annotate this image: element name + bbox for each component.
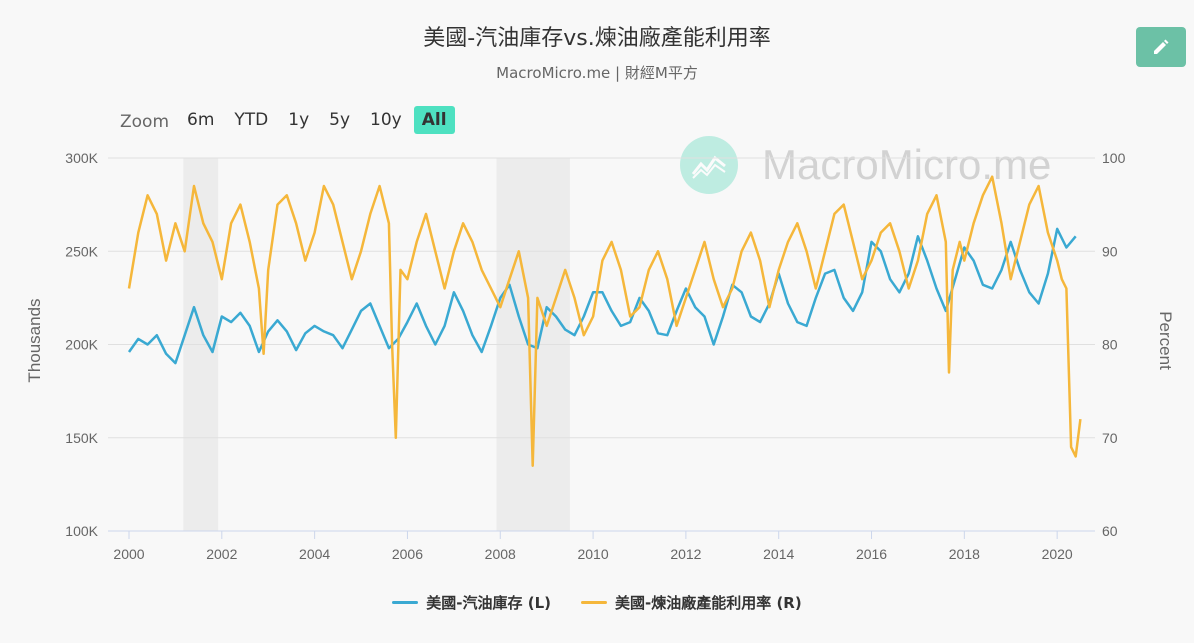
zoom-label: Zoom	[120, 112, 170, 132]
x-tick-label: 2008	[485, 546, 516, 562]
left-tick-label: 200K	[65, 337, 98, 353]
x-tick-label: 2020	[1042, 546, 1073, 562]
chart-title: 美國-汽油庫存vs.煉油廠產能利用率	[423, 26, 771, 51]
x-tick-label: 2012	[670, 546, 701, 562]
x-tick-label: 2018	[949, 546, 980, 562]
series-line-0	[127, 227, 1077, 365]
left-tick-label: 100K	[65, 523, 98, 539]
legend-label-refinery: 美國-煉油廠產能利用率 (R)	[615, 594, 802, 612]
macromicro-logo-icon	[680, 136, 738, 194]
zoom-all-button[interactable]: All	[413, 106, 455, 134]
legend-label-gasoline: 美國-汽油庫存 (L)	[426, 594, 551, 612]
zoom-ytd-button[interactable]: YTD	[234, 110, 269, 130]
x-tick-label: 2006	[392, 546, 423, 562]
x-tick-label: 2016	[856, 546, 887, 562]
zoom-1y-button[interactable]: 1y	[288, 110, 310, 130]
zoom-5y-button[interactable]: 5y	[329, 110, 351, 130]
legend: 美國-汽油庫存 (L) 美國-煉油廠產能利用率 (R)	[0, 592, 1194, 613]
watermark-text: MacroMicro.me	[762, 141, 1052, 188]
x-tick-label: 2010	[577, 546, 608, 562]
x-tick-label: 2000	[113, 546, 144, 562]
edit-button[interactable]	[1136, 27, 1186, 67]
left-tick-label: 300K	[65, 150, 98, 166]
right-tick-label: 60	[1102, 523, 1118, 539]
series-line-1	[127, 175, 1082, 467]
left-tick-label: 150K	[65, 430, 98, 446]
x-tick-label: 2004	[299, 546, 330, 562]
zoom-6m-button[interactable]: 6m	[187, 110, 215, 130]
legend-swatch-refinery	[581, 601, 607, 604]
right-tick-label: 90	[1102, 243, 1118, 259]
y-axis-left-title: Thousands	[25, 298, 44, 382]
zoom-bar: Zoom 6m YTD 1y 5y 10y All	[120, 104, 459, 136]
legend-swatch-gasoline	[392, 601, 419, 604]
pencil-icon	[1154, 39, 1169, 54]
left-tick-label: 250K	[65, 243, 98, 259]
right-tick-label: 100	[1102, 150, 1126, 166]
y-axis-right-title: Percent	[1156, 311, 1175, 370]
zoom-10y-button[interactable]: 10y	[370, 110, 402, 130]
legend-item-refinery[interactable]: 美國-煉油廠產能利用率 (R)	[581, 592, 802, 613]
right-tick-label: 70	[1102, 430, 1118, 446]
x-tick-label: 2002	[206, 546, 237, 562]
x-tick-label: 2014	[763, 546, 794, 562]
right-tick-label: 80	[1102, 337, 1118, 353]
watermark: MacroMicro.me	[680, 136, 1051, 194]
legend-item-gasoline[interactable]: 美國-汽油庫存 (L)	[392, 592, 551, 613]
chart-subtitle: MacroMicro.me | 財經M平方	[496, 64, 698, 82]
